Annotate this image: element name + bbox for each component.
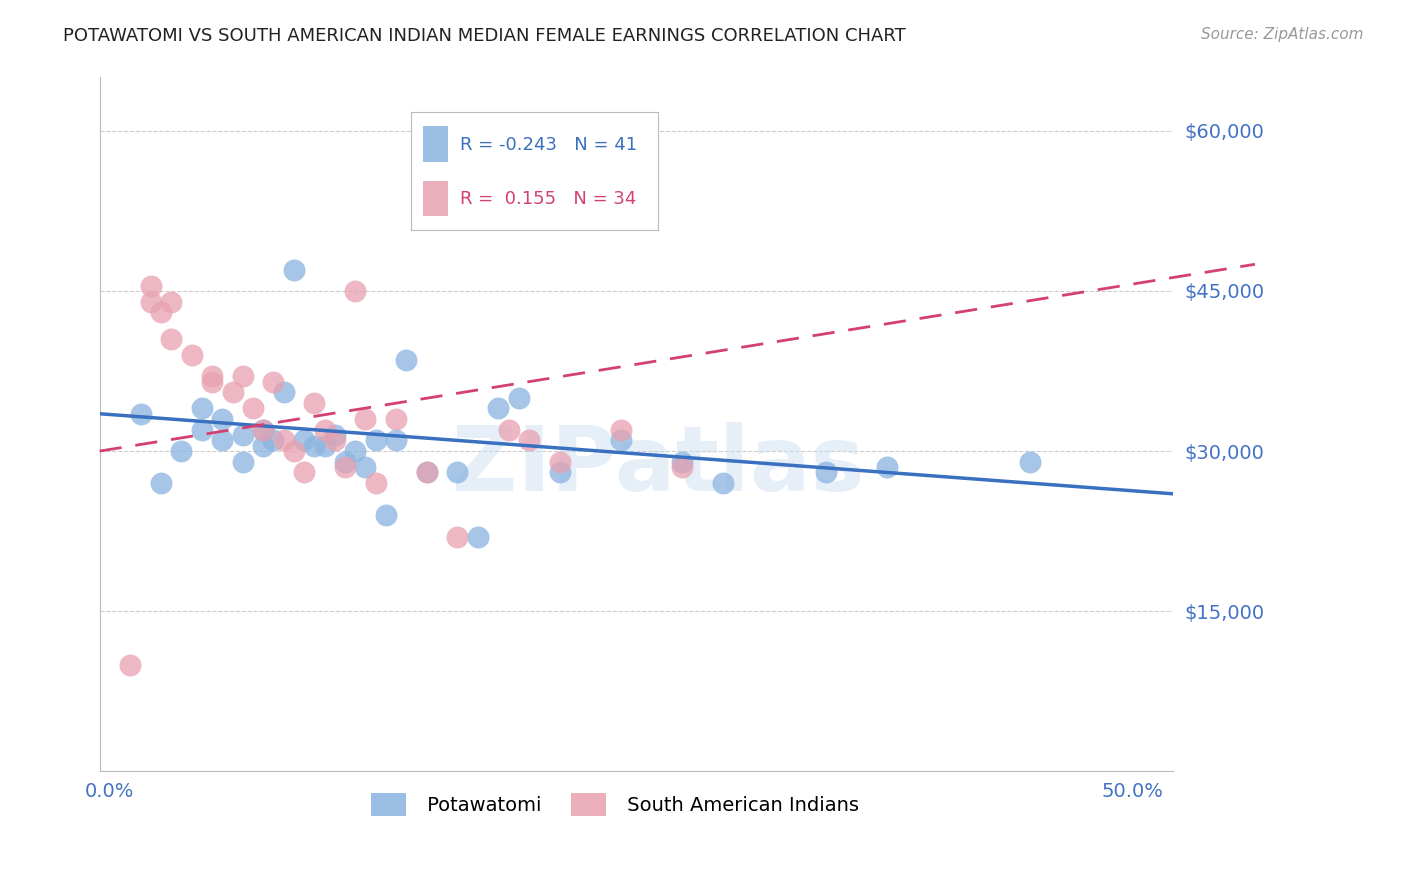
Text: Source: ZipAtlas.com: Source: ZipAtlas.com	[1201, 27, 1364, 42]
Point	[323, 434, 346, 448]
Point	[292, 434, 315, 448]
Point	[191, 401, 214, 416]
Point	[160, 332, 183, 346]
Point	[201, 369, 224, 384]
Point	[149, 476, 172, 491]
Point	[467, 529, 489, 543]
Point	[333, 455, 356, 469]
Point	[273, 385, 295, 400]
Point	[160, 294, 183, 309]
Point	[242, 401, 264, 416]
Point	[120, 657, 142, 672]
Point	[252, 423, 274, 437]
Point	[508, 391, 530, 405]
Point	[374, 508, 396, 523]
Point	[364, 434, 387, 448]
Point	[671, 455, 693, 469]
Point	[232, 369, 254, 384]
Point	[610, 434, 633, 448]
Point	[139, 294, 162, 309]
Point	[221, 385, 243, 400]
Text: POTAWATOMI VS SOUTH AMERICAN INDIAN MEDIAN FEMALE EARNINGS CORRELATION CHART: POTAWATOMI VS SOUTH AMERICAN INDIAN MEDI…	[63, 27, 905, 45]
Point	[252, 423, 274, 437]
Point	[149, 305, 172, 319]
Point	[292, 466, 315, 480]
Point	[477, 178, 499, 192]
Point	[129, 407, 152, 421]
Point	[314, 423, 336, 437]
Point	[446, 466, 468, 480]
Point	[139, 278, 162, 293]
Point	[262, 375, 284, 389]
Point	[486, 401, 509, 416]
Legend:  Potawatomi,  South American Indians: Potawatomi, South American Indians	[363, 785, 868, 824]
Point	[304, 439, 326, 453]
Point	[517, 434, 540, 448]
Point	[548, 466, 571, 480]
Point	[1019, 455, 1042, 469]
Point	[232, 428, 254, 442]
Text: ZIPatlas: ZIPatlas	[451, 422, 865, 510]
Point	[201, 375, 224, 389]
Point	[283, 444, 305, 458]
Point	[446, 529, 468, 543]
Point	[671, 460, 693, 475]
Point	[344, 284, 367, 298]
Point	[170, 444, 193, 458]
Point	[416, 466, 439, 480]
Point	[498, 423, 520, 437]
Point	[323, 428, 346, 442]
Point	[262, 434, 284, 448]
Point	[814, 466, 837, 480]
Point	[283, 262, 305, 277]
Point	[364, 476, 387, 491]
Point	[354, 412, 377, 426]
Point	[548, 455, 571, 469]
Point	[610, 423, 633, 437]
Point	[333, 460, 356, 475]
Point	[416, 466, 439, 480]
Point	[395, 353, 418, 368]
Point	[314, 439, 336, 453]
Point	[180, 348, 202, 362]
Point	[354, 460, 377, 475]
Point	[344, 444, 367, 458]
Point	[273, 434, 295, 448]
Point	[385, 434, 408, 448]
Point	[304, 396, 326, 410]
Point	[232, 455, 254, 469]
Point	[211, 412, 233, 426]
Point	[385, 412, 408, 426]
Point	[191, 423, 214, 437]
Point	[711, 476, 734, 491]
Point	[876, 460, 898, 475]
Point	[252, 439, 274, 453]
Point	[211, 434, 233, 448]
